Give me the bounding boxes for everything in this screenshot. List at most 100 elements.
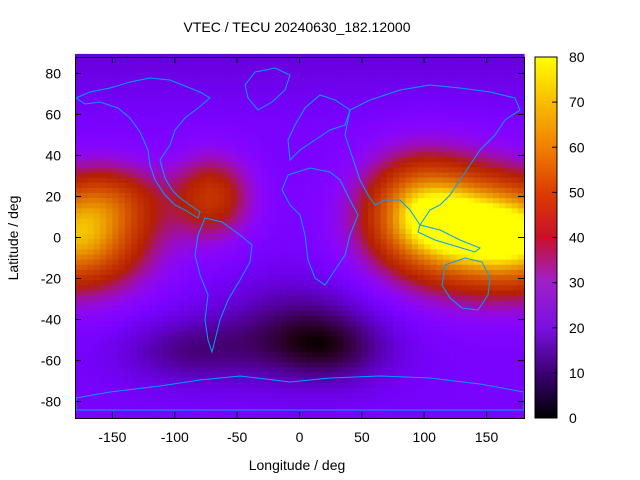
heatmap-cell <box>205 387 213 393</box>
heatmap-cell <box>181 89 188 96</box>
heatmap-cell <box>287 233 294 240</box>
heatmap-cell <box>212 197 220 204</box>
heatmap-cell <box>474 74 481 81</box>
heatmap-cell <box>293 202 301 209</box>
heatmap-cell <box>224 335 232 342</box>
heatmap-cell <box>424 187 432 193</box>
heatmap-cell <box>311 141 319 147</box>
heatmap-cell <box>492 356 500 363</box>
heatmap-cell <box>449 412 457 419</box>
heatmap-cell <box>368 89 375 96</box>
heatmap-cell <box>162 233 170 240</box>
heatmap-cell <box>455 74 463 81</box>
heatmap-cell <box>131 284 138 291</box>
heatmap-cell <box>461 64 469 70</box>
heatmap-cell <box>380 284 388 291</box>
heatmap-cell <box>93 79 101 86</box>
heatmap-cell <box>467 59 475 65</box>
heatmap-cell <box>368 346 375 352</box>
heatmap-cell <box>124 264 132 270</box>
heatmap-cell <box>193 130 201 137</box>
heatmap-cell <box>243 279 251 286</box>
heatmap-cell <box>511 320 519 327</box>
heatmap-cell <box>386 310 394 317</box>
heatmap-cell <box>374 130 382 137</box>
heatmap-cell <box>411 382 419 388</box>
heatmap-cell <box>355 166 363 173</box>
heatmap-cell <box>118 187 126 193</box>
heatmap-cell <box>112 366 120 373</box>
heatmap-cell <box>430 407 438 414</box>
heatmap-cell <box>218 110 226 117</box>
heatmap-cell <box>368 105 375 111</box>
heatmap-cell <box>149 207 157 214</box>
heatmap-cell <box>131 376 138 383</box>
heatmap-cell <box>461 69 469 76</box>
heatmap-cell <box>299 284 307 291</box>
heatmap-cell <box>311 341 319 347</box>
heatmap-cell <box>330 59 338 65</box>
heatmap-cell <box>106 135 114 142</box>
heatmap-cell <box>330 64 338 70</box>
heatmap-cell <box>255 253 263 260</box>
heatmap-cell <box>436 151 444 158</box>
heatmap-cell <box>499 274 506 281</box>
heatmap-cell <box>218 233 226 240</box>
heatmap-cell <box>480 161 488 168</box>
heatmap-cell <box>262 351 269 358</box>
heatmap-cell <box>393 105 400 111</box>
heatmap-cell <box>336 366 344 373</box>
heatmap-cell <box>355 376 363 383</box>
heatmap-cell <box>293 243 301 250</box>
heatmap-cell <box>324 300 332 306</box>
heatmap-cell <box>318 259 326 265</box>
heatmap-cell <box>455 243 463 250</box>
heatmap-cell <box>467 135 475 142</box>
heatmap-cell <box>424 171 432 178</box>
heatmap-cell <box>280 156 288 163</box>
heatmap-cell <box>218 284 226 291</box>
heatmap-cell <box>280 238 288 245</box>
heatmap-cell <box>393 161 400 168</box>
heatmap-cell <box>193 110 201 117</box>
heatmap-cell <box>243 233 251 240</box>
heatmap-cell <box>492 146 500 152</box>
heatmap-cell <box>399 412 407 419</box>
heatmap-cell <box>174 294 182 301</box>
heatmap-cell <box>368 218 375 224</box>
heatmap-cell <box>224 238 232 245</box>
heatmap-cell <box>124 371 132 378</box>
heatmap-cell <box>442 238 450 245</box>
heatmap-cell <box>380 64 388 70</box>
heatmap-cell <box>93 325 101 332</box>
heatmap-cell <box>355 89 363 96</box>
heatmap-cell <box>393 115 400 122</box>
heatmap-cell <box>499 335 506 342</box>
heatmap-cell <box>411 100 419 106</box>
heatmap-cell <box>486 228 494 234</box>
heatmap-cell <box>131 166 138 173</box>
heatmap-cell <box>243 259 251 265</box>
heatmap-cell <box>399 397 407 404</box>
heatmap-cell <box>374 274 382 281</box>
heatmap-cell <box>505 274 513 281</box>
heatmap-cell <box>467 64 475 70</box>
heatmap-cell <box>386 259 394 265</box>
heatmap-cell <box>386 69 394 76</box>
heatmap-cell <box>405 218 413 224</box>
heatmap-cell <box>230 253 238 260</box>
heatmap-cell <box>405 161 413 168</box>
heatmap-cell <box>380 161 388 168</box>
heatmap-cell <box>399 94 407 101</box>
heatmap-cell <box>417 228 425 234</box>
heatmap-cell <box>230 305 238 311</box>
heatmap-cell <box>311 305 319 311</box>
heatmap-cell <box>243 105 251 111</box>
heatmap-cell <box>93 305 101 311</box>
heatmap-cell <box>499 325 506 332</box>
heatmap-cell <box>218 330 226 337</box>
heatmap-cell <box>212 94 220 101</box>
heatmap-cell <box>349 397 357 404</box>
heatmap-cell <box>287 212 294 219</box>
heatmap-cell <box>230 110 238 117</box>
